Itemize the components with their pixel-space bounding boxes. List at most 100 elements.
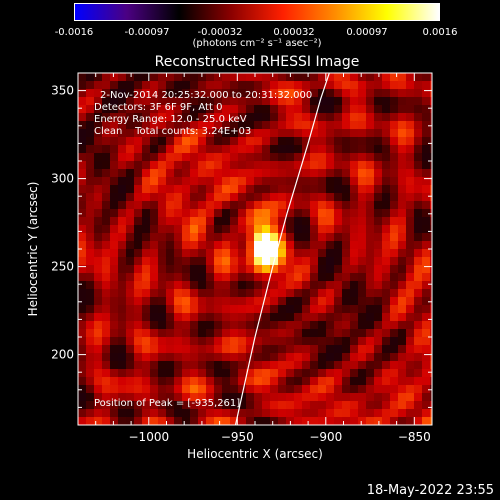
heatmap-cell: [150, 393, 158, 401]
heatmap-cell: [214, 129, 222, 137]
heatmap-cell: [430, 129, 432, 137]
heatmap-cell: [150, 209, 158, 217]
heatmap-cell: [246, 393, 254, 401]
heatmap-cell: [246, 97, 254, 105]
x-tick-label: −900: [309, 430, 342, 444]
heatmap-cell: [374, 217, 382, 225]
heatmap-cell: [102, 225, 110, 233]
heatmap-cell: [166, 289, 174, 297]
heatmap-cell: [214, 113, 222, 121]
heatmap-cell: [326, 265, 334, 273]
heatmap-cell: [350, 113, 358, 121]
heatmap-cell: [270, 353, 278, 361]
heatmap-cell: [190, 417, 198, 425]
heatmap-cell: [142, 225, 150, 233]
heatmap-cell: [350, 289, 358, 297]
heatmap-cell: [150, 89, 158, 97]
heatmap-cell: [126, 345, 134, 353]
heatmap-cell: [334, 393, 342, 401]
heatmap-cell: [94, 161, 102, 169]
heatmap-cell: [390, 337, 398, 345]
heatmap-cell: [422, 169, 430, 177]
heatmap-cell: [278, 161, 286, 169]
heatmap-cell: [406, 417, 414, 425]
heatmap-cell: [318, 313, 326, 321]
heatmap-cell: [158, 177, 166, 185]
heatmap-cell: [102, 193, 110, 201]
heatmap-cell: [302, 345, 310, 353]
heatmap-cell: [206, 177, 214, 185]
heatmap-cell: [414, 273, 422, 281]
heatmap-cell: [238, 137, 246, 145]
heatmap-cell: [190, 409, 198, 417]
heatmap-cell: [198, 385, 206, 393]
heatmap-cell: [350, 345, 358, 353]
heatmap-cell: [246, 193, 254, 201]
heatmap-cell: [302, 233, 310, 241]
heatmap-cell: [246, 201, 254, 209]
heatmap-cell: [110, 233, 118, 241]
heatmap-cell: [246, 409, 254, 417]
heatmap-cell: [286, 297, 294, 305]
heatmap-cell: [310, 233, 318, 241]
heatmap-cell: [230, 129, 238, 137]
heatmap-cell: [198, 289, 206, 297]
heatmap-cell: [78, 393, 86, 401]
heatmap-cell: [342, 385, 350, 393]
heatmap-cell: [382, 137, 390, 145]
heatmap-cell: [150, 121, 158, 129]
heatmap-cell: [102, 217, 110, 225]
heatmap-cell: [254, 401, 262, 409]
heatmap-cell: [342, 369, 350, 377]
heatmap-cell: [198, 249, 206, 257]
heatmap-cell: [406, 153, 414, 161]
heatmap-cell: [246, 273, 254, 281]
heatmap-cell: [382, 209, 390, 217]
heatmap-cell: [350, 161, 358, 169]
heatmap-cell: [150, 97, 158, 105]
heatmap-cell: [278, 121, 286, 129]
heatmap-cell: [398, 145, 406, 153]
heatmap-cell: [286, 129, 294, 137]
heatmap-cell: [158, 385, 166, 393]
heatmap-cell: [262, 225, 270, 233]
heatmap-cell: [398, 153, 406, 161]
heatmap-cell: [182, 281, 190, 289]
heatmap-cell: [166, 217, 174, 225]
heatmap-cell: [198, 193, 206, 201]
heatmap-cell: [78, 169, 86, 177]
heatmap-cell: [142, 81, 150, 89]
heatmap-cell: [198, 345, 206, 353]
heatmap-cell: [358, 225, 366, 233]
heatmap-cell: [286, 289, 294, 297]
heatmap-cell: [182, 81, 190, 89]
heatmap-cell: [126, 89, 134, 97]
heatmap-cell: [222, 97, 230, 105]
heatmap-cell: [262, 241, 270, 249]
heatmap-cell: [366, 177, 374, 185]
heatmap-cell: [326, 313, 334, 321]
heatmap-cell: [102, 201, 110, 209]
heatmap-cell: [126, 393, 134, 401]
heatmap-cell: [278, 281, 286, 289]
heatmap-cell: [358, 153, 366, 161]
heatmap-cell: [150, 201, 158, 209]
heatmap-cell: [150, 313, 158, 321]
heatmap-cell: [190, 321, 198, 329]
heatmap-cell: [238, 289, 246, 297]
heatmap-cell: [302, 313, 310, 321]
heatmap-cell: [206, 321, 214, 329]
heatmap-cell: [102, 97, 110, 105]
heatmap-cell: [142, 89, 150, 97]
heatmap-cell: [198, 321, 206, 329]
heatmap-cell: [118, 105, 126, 113]
heatmap-cell: [278, 361, 286, 369]
heatmap-cell: [182, 265, 190, 273]
heatmap-cell: [158, 257, 166, 265]
heatmap-cell: [310, 201, 318, 209]
heatmap-cell: [366, 329, 374, 337]
heatmap-cell: [182, 169, 190, 177]
heatmap-cell: [278, 209, 286, 217]
heatmap-cell: [174, 257, 182, 265]
heatmap-cell: [230, 417, 238, 425]
